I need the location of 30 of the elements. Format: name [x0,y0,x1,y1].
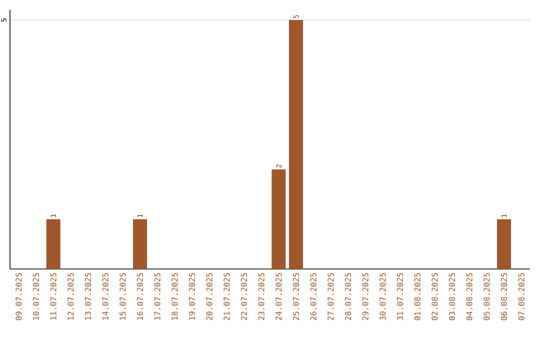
x-tick-label: 21.07.2025 [224,273,230,320]
x-tick-label: 16.07.2025 [136,273,144,320]
x-tick-label: 17.07.2025 [154,273,160,320]
x-tick-label: 15.07.2025 [120,273,126,320]
x-tick-label: 18.07.2025 [172,273,178,320]
x-tick-label: 27.07.2025 [328,273,334,320]
x-tick-label: 01.08.2025 [414,273,420,320]
x-tick-label: 03.08.2025 [448,273,456,320]
x-tick-label: 02.08.2025 [432,273,438,320]
x-tick-label: 10.07.2025 [32,273,40,320]
x-tick-label: 25.07.2025 [292,273,300,320]
x-tick-label: 19.07.2025 [188,273,196,320]
x-tick-label: 14.07.2025 [102,273,108,320]
x-tick-label: 30.07.2025 [380,273,386,320]
x-tick-label: 06.08.2025 [500,273,508,320]
x-tick-label: 07.08.2025 [518,273,524,320]
x-tick-label: 09.07.2025 [16,273,22,320]
x-tick-label: 24.07.2025 [276,273,282,320]
x-tick-label: 28.07.2025 [344,273,352,320]
x-tick-label: 13.07.2025 [84,273,92,320]
x-tick-label: 12.07.2025 [68,273,74,320]
x-tick-label: 20.07.2025 [206,273,212,320]
x-tick-label: 05.08.2025 [484,273,490,320]
x-tick-label: 11.07.2025 [50,273,56,320]
x-tick-label: 29.07.2025 [362,273,368,320]
x-tick-label: 22.07.2025 [240,273,248,320]
x-tick-label: 23.07.2025 [258,273,264,320]
x-tick-label: 26.07.2025 [310,273,316,320]
x-tick-label: 31.07.2025 [396,273,404,320]
x-tick-label: 04.08.2025 [466,273,472,320]
